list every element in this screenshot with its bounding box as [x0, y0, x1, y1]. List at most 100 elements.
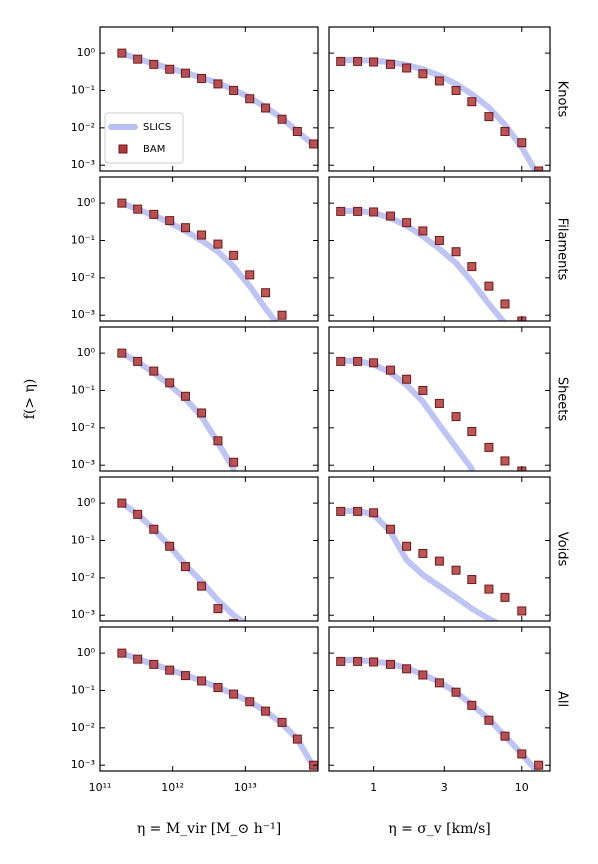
- slics-line: [337, 207, 507, 321]
- y-tick-label: 10⁻³: [71, 458, 95, 471]
- panel-frame: [328, 26, 551, 172]
- bam-marker: [467, 426, 477, 436]
- bam-marker: [133, 54, 143, 64]
- bam-marker: [517, 138, 527, 148]
- bam-marker: [229, 689, 239, 699]
- legend-label: BAM: [143, 144, 165, 155]
- bam-marker: [353, 356, 363, 366]
- bam-marker: [149, 524, 159, 534]
- bam-marker: [229, 619, 239, 621]
- bam-marker: [336, 56, 346, 66]
- x-tick-label: 10¹³: [234, 781, 257, 794]
- bam-marker: [309, 139, 318, 149]
- bam-marker: [385, 59, 395, 69]
- bam-marker: [197, 230, 207, 240]
- y-tick-label: 10⁻²: [71, 571, 95, 584]
- bam-marker: [277, 114, 287, 124]
- bam-marker: [517, 606, 527, 616]
- bam-marker: [180, 562, 190, 572]
- bam-marker: [402, 63, 412, 73]
- bam-marker: [484, 715, 494, 725]
- panel-frame: [99, 626, 319, 772]
- y-tick-label: 10⁻¹: [71, 383, 95, 396]
- bam-marker: [245, 94, 255, 104]
- bam-marker: [336, 656, 346, 666]
- bam-marker: [213, 683, 223, 693]
- bam-marker: [229, 250, 239, 260]
- bam-marker: [517, 749, 527, 759]
- bam-marker: [245, 697, 255, 707]
- bam-marker: [451, 687, 461, 697]
- panel: [117, 348, 239, 471]
- bam-marker: [434, 76, 444, 86]
- bam-marker: [353, 206, 363, 216]
- panel: [117, 198, 287, 321]
- y-tick-label: 10⁻²: [71, 421, 95, 434]
- bam-marker: [245, 270, 255, 280]
- bam-marker: [353, 506, 363, 516]
- y-tick-label: 10⁻²: [71, 271, 95, 284]
- x-tick-label: 10: [515, 781, 529, 794]
- panel: [336, 56, 544, 171]
- bam-marker: [277, 310, 287, 320]
- panel-frame: [99, 476, 319, 622]
- panel: [336, 506, 527, 621]
- y-tick-label: 10⁻¹: [71, 683, 95, 696]
- bam-marker: [149, 659, 159, 669]
- bam-marker: [434, 678, 444, 688]
- bam-marker: [369, 358, 379, 368]
- bam-marker: [434, 556, 444, 566]
- bam-marker: [418, 69, 428, 79]
- bam-marker: [500, 456, 510, 466]
- bam-marker: [213, 79, 223, 89]
- panel: [336, 356, 527, 471]
- panel-frame: [328, 476, 551, 622]
- panel-frame: [328, 326, 551, 472]
- bam-marker: [369, 207, 379, 217]
- bam-marker: [213, 239, 223, 249]
- bam-marker: [451, 565, 461, 575]
- x-axis-label: η = M_vir [M_⊙ h⁻¹]: [137, 821, 281, 837]
- panel-frame: [99, 176, 319, 322]
- x-tick-label: 3: [441, 781, 448, 794]
- bam-marker: [165, 378, 175, 388]
- slics-line: [118, 650, 317, 770]
- y-tick-label: 10⁰: [77, 496, 96, 509]
- bam-marker: [180, 223, 190, 233]
- bam-marker: [418, 226, 428, 236]
- slics-line: [337, 507, 501, 621]
- bam-marker: [500, 126, 510, 136]
- bam-marker: [261, 706, 271, 716]
- x-tick-label: 10¹²: [161, 781, 184, 794]
- bam-marker: [165, 216, 175, 226]
- row-label: Knots: [555, 81, 570, 118]
- bam-marker: [467, 262, 477, 272]
- bam-marker: [133, 509, 143, 519]
- row-label: All: [555, 691, 570, 707]
- bam-marker: [451, 85, 461, 95]
- bam-marker: [277, 717, 287, 727]
- bam-marker: [117, 498, 127, 508]
- bam-marker: [197, 408, 207, 418]
- bam-marker: [385, 659, 395, 669]
- panel: [336, 206, 527, 321]
- y-axis-label: f(> η): [22, 379, 38, 420]
- bam-marker: [484, 584, 494, 594]
- bam-marker: [336, 206, 346, 216]
- panel: [117, 648, 318, 770]
- bam-marker: [534, 166, 544, 171]
- bam-marker: [385, 524, 395, 534]
- bam-marker: [353, 656, 363, 666]
- panel-frame: [328, 176, 551, 322]
- bam-marker: [418, 670, 428, 680]
- legend-label: SLICS: [143, 122, 171, 133]
- panel-frame: [99, 326, 319, 472]
- bam-marker: [180, 391, 190, 401]
- bam-marker: [385, 365, 395, 375]
- row-label: Sheets: [555, 377, 570, 422]
- bam-marker: [500, 299, 510, 309]
- y-tick-label: 10⁰: [77, 46, 96, 59]
- panel: [117, 498, 248, 621]
- bam-marker: [353, 56, 363, 66]
